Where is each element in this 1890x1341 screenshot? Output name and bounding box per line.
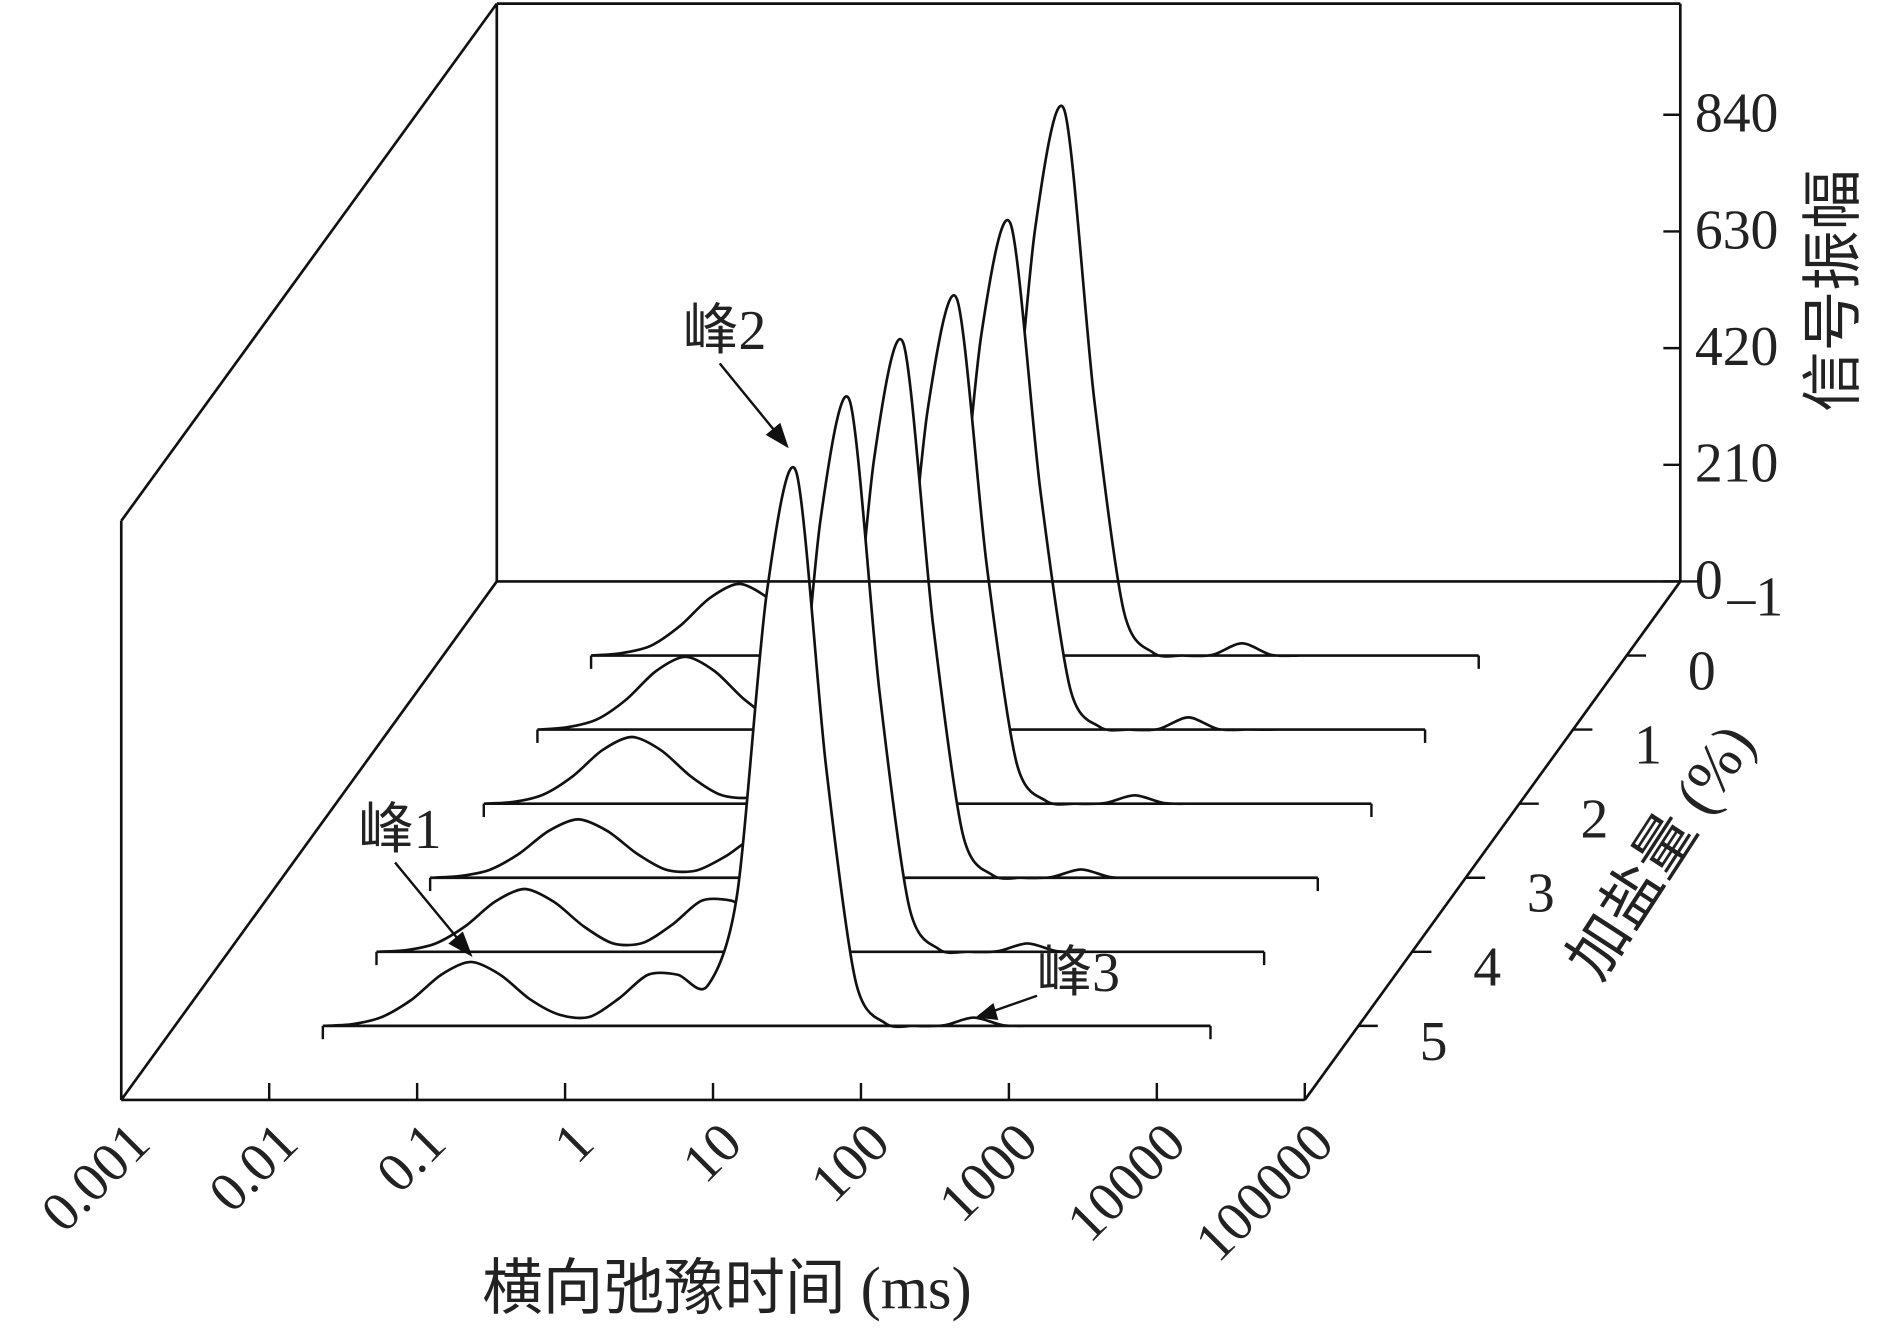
annotation-arrow <box>718 362 780 437</box>
y-tick-label: 420 <box>1695 316 1779 378</box>
annotation: 峰1 <box>358 799 442 861</box>
z-tick-label: 3 <box>1527 863 1555 925</box>
arrow-head <box>975 1003 999 1020</box>
y-tick-label: 210 <box>1695 433 1779 495</box>
annotation: 峰2 <box>683 300 767 362</box>
arrow-head <box>448 931 473 957</box>
x-tick-label: 1000 <box>927 1111 1050 1234</box>
curve <box>376 395 1265 955</box>
left-wall-top <box>120 2 498 522</box>
x-tick-label: 0.01 <box>197 1111 310 1224</box>
annotation-arrow <box>988 994 1038 1014</box>
x-tick-label: 100 <box>799 1111 902 1214</box>
annotation: 峰3 <box>1036 942 1120 1004</box>
z-tick-label: 2 <box>1581 789 1609 851</box>
x-axis-title: 横向弛豫时间 (ms) <box>482 1255 971 1322</box>
x-tick-label: 0.001 <box>29 1111 161 1243</box>
x-tick-label: 100000 <box>1183 1111 1345 1273</box>
curve <box>537 219 1426 732</box>
curve <box>322 465 1211 1029</box>
y-axis-title: 信号振幅 <box>1801 170 1868 412</box>
curve <box>483 294 1372 806</box>
z-tick-label: 4 <box>1473 937 1501 999</box>
y-tick-label: 630 <box>1695 199 1779 261</box>
z-axis <box>1303 580 1682 1101</box>
z-tick-label: 1 <box>1634 715 1662 777</box>
frame <box>119 2 1682 1102</box>
x-tick-label: 10000 <box>1055 1111 1197 1253</box>
arrow-head <box>765 422 789 449</box>
curve <box>430 338 1318 880</box>
annotations: 峰1 峰2 峰3 <box>358 300 1120 1020</box>
z-tick-label: 5 <box>1420 1011 1448 1073</box>
y-tick-label: 840 <box>1695 83 1779 145</box>
x-tick-label: 0.1 <box>365 1111 458 1204</box>
x-tick-label: 10 <box>670 1111 753 1194</box>
x-tick-label: 1 <box>542 1111 606 1175</box>
annotation-arrow <box>394 861 464 946</box>
z-tick-label: –1 <box>1727 566 1784 628</box>
curve <box>590 104 1479 658</box>
curves <box>321 104 1480 1040</box>
floor-left-edge <box>120 580 498 1101</box>
z-tick-label: 0 <box>1688 640 1716 702</box>
